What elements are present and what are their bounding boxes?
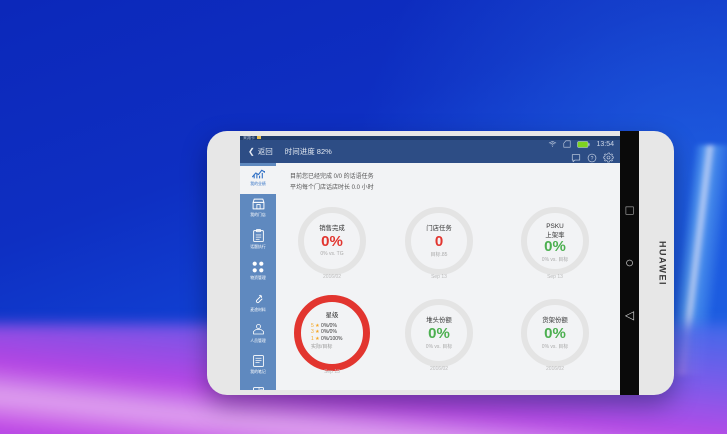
svg-text:?: ?: [591, 155, 594, 161]
